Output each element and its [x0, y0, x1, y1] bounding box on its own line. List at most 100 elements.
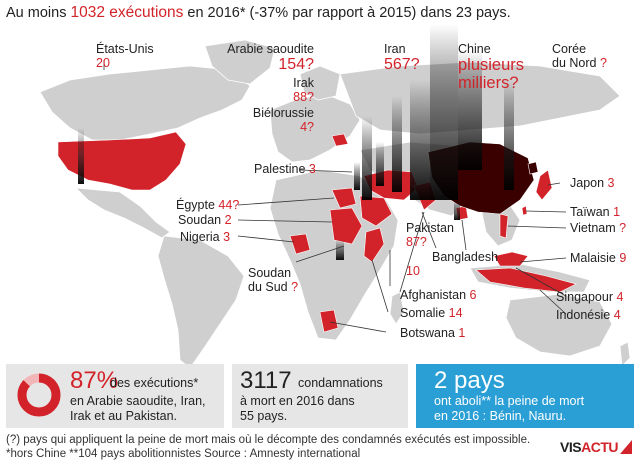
- bar-chine: [430, 24, 458, 200]
- box3-line1: ont aboli** la peine de mort: [434, 394, 585, 408]
- label-pakistan-q: ?: [419, 235, 427, 249]
- info-box-share: 87% des exécutions* en Arabie saoudite, …: [6, 364, 224, 428]
- label-soudan-sud-name1: Soudan: [248, 266, 292, 280]
- label-usa: États-Unis 20: [96, 42, 154, 70]
- brand-logo: VISACTU: [560, 439, 632, 455]
- egypt-shape: [331, 187, 357, 209]
- label-singapour: Singapour 4: [556, 290, 623, 304]
- label-bielorussie-value: 4: [300, 120, 308, 134]
- box2-number: 3117: [240, 367, 292, 394]
- label-bangladesh-value-wrap: 10: [406, 264, 420, 278]
- label-chine-value1: plusieurs: [458, 56, 525, 74]
- box1-line3: Irak et au Pakistan.: [70, 409, 178, 423]
- headline-prefix: Au moins: [6, 5, 71, 21]
- bar-pakistan: [410, 80, 430, 200]
- label-arabie-name: Arabie saoudite: [227, 42, 314, 56]
- greenland: [204, 39, 276, 85]
- box1-pct: 87%: [70, 367, 119, 394]
- madagascar: [389, 291, 405, 325]
- label-soudan-sud-q: ?: [291, 280, 299, 294]
- label-afghanistan-value: 6: [469, 288, 477, 302]
- label-afghanistan-name: Afghanistan: [400, 288, 467, 302]
- somalia-shape: [363, 227, 385, 263]
- brand-mark-icon: [620, 440, 632, 454]
- label-coree-name2: du Nord: [552, 56, 597, 70]
- indonesia-shape: [475, 267, 577, 293]
- label-singapour-name: Singapour: [556, 290, 613, 304]
- central-america: [74, 187, 171, 239]
- label-arabie-q: ?: [305, 56, 314, 73]
- label-bielorussie-name: Biélorussie: [252, 106, 314, 120]
- label-nigeria-name: Nigeria: [180, 230, 220, 244]
- headline-suffix: en 2016* (-37% par rapport à 2015) dans …: [183, 5, 511, 21]
- label-afghanistan: Afghanistan 6: [400, 288, 476, 302]
- label-arabie: Arabie saoudite 154?: [214, 42, 314, 74]
- label-iran-q: ?: [410, 56, 420, 73]
- donut-chart: [17, 373, 61, 417]
- label-soudan-sud-name2: du Sud: [248, 280, 288, 294]
- south-america: [157, 235, 245, 369]
- label-vietnam-name: Vietnam: [570, 221, 616, 235]
- label-bangladesh-value: 10: [406, 264, 420, 278]
- label-pakistan-value: 87: [406, 235, 420, 249]
- label-coree-name1: Corée: [552, 42, 587, 56]
- north-america-north: [39, 65, 251, 141]
- box2-line3: 55 pays.: [240, 409, 288, 423]
- label-japon-value: 3: [607, 176, 615, 190]
- label-botswana-name: Botswana: [400, 326, 455, 340]
- leader-lines: [103, 60, 567, 333]
- bar-chine2: [458, 50, 482, 170]
- label-indonesie-name: Indonésie: [556, 308, 611, 322]
- footnote-source: *hors Chine **104 pays abolitionnistes S…: [6, 448, 361, 460]
- label-egypte-value: 44: [218, 198, 233, 212]
- label-iran-value: 567: [384, 56, 411, 73]
- label-iran-name: Iran: [384, 42, 406, 56]
- label-chine-value2: milliers: [458, 74, 510, 92]
- label-chine: Chine plusieurs milliers?: [458, 42, 524, 92]
- label-irak: Irak 88?: [254, 76, 314, 104]
- label-malaisie-name: Malaisie: [570, 251, 616, 265]
- indicator-bars: [78, 24, 514, 260]
- label-indonesie-value: 4: [613, 308, 621, 322]
- japan-shape: [535, 169, 553, 201]
- label-vietnam: Vietnam ?: [570, 221, 626, 235]
- headline: Au moins 1032 exécutions en 2016* (-37% …: [6, 4, 511, 22]
- vietnam-shape: [499, 213, 509, 239]
- label-egypte-name: Égypte: [176, 198, 215, 212]
- headline-number: 1032 exécutions: [70, 4, 184, 21]
- label-palestine: Palestine 3: [254, 162, 316, 176]
- belarus-shape: [331, 133, 349, 147]
- label-bielorussie: Biélorussie 4?: [232, 106, 314, 134]
- brand-vis: VIS: [560, 439, 582, 455]
- bar-palestine: [354, 162, 360, 190]
- box2-line1: condamnations: [298, 376, 383, 390]
- brand-actu: ACTU: [581, 439, 618, 455]
- bar-bangladesh: [454, 200, 460, 220]
- info-box-sentences: 3117 condamnations à mort en 2016 dans 5…: [232, 364, 408, 428]
- footnote-question: (?) pays qui appliquent la peine de mort…: [6, 434, 531, 446]
- botswana-shape: [319, 309, 339, 333]
- label-nigeria-value: 3: [223, 230, 231, 244]
- scandinavia: [299, 65, 341, 101]
- label-usa-value: 20: [96, 56, 110, 70]
- label-taiwan-name: Taïwan: [570, 205, 610, 219]
- label-egypte-q: ?: [232, 198, 240, 212]
- label-indonesie: Indonésie 4: [556, 308, 621, 322]
- label-taiwan-value: 1: [613, 205, 621, 219]
- australia: [505, 293, 613, 357]
- label-bangladesh: Bangladesh: [432, 250, 498, 264]
- label-palestine-value: 3: [308, 162, 316, 176]
- bar-soudan: [336, 240, 344, 260]
- label-somalie-value: 14: [448, 306, 463, 320]
- label-chine-name: Chine: [458, 42, 491, 56]
- label-japon: Japon 3: [570, 176, 615, 190]
- label-coree-q: ?: [599, 56, 607, 70]
- box3-number: 2 pays: [434, 367, 505, 394]
- label-singapour-value: 4: [616, 290, 624, 304]
- saudi-shape: [359, 195, 393, 227]
- label-iran: Iran 567?: [384, 42, 420, 74]
- new-zealand: [619, 341, 631, 367]
- label-malaisie-value: 9: [619, 251, 627, 265]
- label-irak-name: Irak: [293, 76, 314, 90]
